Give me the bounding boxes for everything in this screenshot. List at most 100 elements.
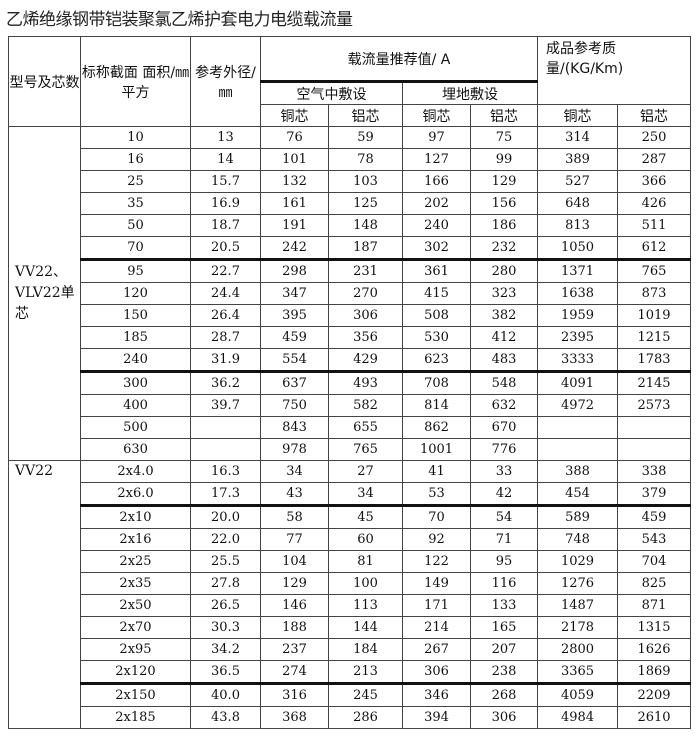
table-row: 2x150 40.0 316 245 346 268 4059 2209 <box>9 682 691 707</box>
air-copper-cell: 554 <box>260 348 329 372</box>
buried-aluminum-cell: 116 <box>470 572 538 595</box>
air-aluminum-cell: 81 <box>328 550 403 573</box>
weight-copper-cell: 454 <box>537 482 618 506</box>
buried-copper-cell: 267 <box>402 638 471 661</box>
air-aluminum-cell: 493 <box>328 370 403 395</box>
air-aluminum-cell: 582 <box>328 394 403 417</box>
section-cell: 2x150 <box>80 682 191 707</box>
air-aluminum-cell: 765 <box>328 438 403 461</box>
diameter-cell: 16.3 <box>190 460 261 483</box>
buried-aluminum-cell: 156 <box>470 192 538 215</box>
weight-aluminum-cell <box>617 438 691 461</box>
buried-copper-cell: 92 <box>402 528 471 551</box>
header-buried: 埋地敷设 <box>402 81 538 105</box>
air-aluminum-cell: 45 <box>328 504 403 529</box>
table-row: 2x16 22.0 77 60 92 71 748 543 <box>9 528 691 551</box>
buried-aluminum-cell: 670 <box>470 416 538 439</box>
section-cell: 2x10 <box>80 504 191 529</box>
diameter-cell: 18.7 <box>190 214 261 237</box>
diameter-cell: 14 <box>190 148 261 171</box>
weight-copper-cell: 589 <box>537 504 618 529</box>
air-copper-cell: 129 <box>260 572 329 595</box>
weight-copper-cell: 2800 <box>537 638 618 661</box>
air-aluminum-cell: 78 <box>328 148 403 171</box>
table-row: 50 18.7 191 148 240 186 813 511 <box>9 214 691 237</box>
table-row: VV22、VLV22单芯 10 13 76 59 97 75 314 250 <box>8 126 691 461</box>
diameter-cell: 20.0 <box>190 504 261 529</box>
air-aluminum-cell: 213 <box>328 660 403 684</box>
weight-aluminum-cell: 704 <box>617 550 691 573</box>
weight-copper-cell: 314 <box>537 126 618 149</box>
buried-copper-cell: 508 <box>402 304 471 327</box>
buried-copper-cell: 166 <box>402 170 471 193</box>
air-copper-cell: 161 <box>260 192 329 215</box>
diameter-cell: 22.7 <box>190 258 261 283</box>
air-copper-cell: 188 <box>260 616 329 639</box>
buried-copper-cell: 214 <box>402 616 471 639</box>
air-copper-cell: 58 <box>260 504 329 529</box>
diameter-cell: 26.5 <box>190 594 261 617</box>
table-row: 35 16.9 161 125 202 156 648 426 <box>9 192 691 215</box>
diameter-cell: 36.2 <box>190 370 261 395</box>
weight-copper-cell: 4984 <box>537 706 618 729</box>
buried-aluminum-cell: 483 <box>470 348 538 372</box>
weight-copper-cell: 1959 <box>537 304 618 327</box>
weight-aluminum-cell: 1315 <box>617 616 691 639</box>
weight-copper-cell: 4972 <box>537 394 618 417</box>
weight-aluminum-cell: 379 <box>617 482 691 506</box>
table-row: 70 20.5 242 187 302 232 1050 612 <box>9 236 691 260</box>
weight-aluminum-cell: 2573 <box>617 394 691 417</box>
air-copper-cell: 274 <box>260 660 329 684</box>
table-row: 2x185 43.8 368 286 394 306 4984 2610 <box>9 706 691 729</box>
weight-aluminum-cell: 873 <box>617 282 691 305</box>
buried-aluminum-cell: 99 <box>470 148 538 171</box>
buried-aluminum-cell: 382 <box>470 304 538 327</box>
table-row: 2x10 20.0 58 45 70 54 589 459 <box>9 504 691 529</box>
weight-copper-cell: 1029 <box>537 550 618 573</box>
table-row: 2x50 26.5 146 113 171 133 1487 871 <box>9 594 691 617</box>
diameter-cell: 39.7 <box>190 394 261 417</box>
weight-aluminum-cell: 1215 <box>617 326 691 349</box>
section-cell: 35 <box>80 192 191 215</box>
air-copper-cell: 395 <box>260 304 329 327</box>
weight-copper-cell: 813 <box>537 214 618 237</box>
weight-aluminum-cell: 765 <box>617 258 691 283</box>
buried-copper-cell: 814 <box>402 394 471 417</box>
table-row: 16 14 101 78 127 99 389 287 <box>9 148 691 171</box>
air-copper-cell: 77 <box>260 528 329 551</box>
buried-aluminum-cell: 776 <box>470 438 538 461</box>
diameter-cell: 26.4 <box>190 304 261 327</box>
table-row: 630 978 765 1001 776 <box>9 438 691 461</box>
buried-copper-cell: 302 <box>402 236 471 260</box>
buried-copper-cell: 862 <box>402 416 471 439</box>
weight-copper-cell: 527 <box>537 170 618 193</box>
air-aluminum-cell: 655 <box>328 416 403 439</box>
diameter-cell: 13 <box>190 126 261 149</box>
weight-copper-cell: 1487 <box>537 594 618 617</box>
weight-aluminum-cell: 459 <box>617 504 691 529</box>
air-aluminum-cell: 306 <box>328 304 403 327</box>
buried-aluminum-cell: 71 <box>470 528 538 551</box>
buried-copper-cell: 415 <box>402 282 471 305</box>
weight-aluminum-cell: 287 <box>617 148 691 171</box>
table-row: 2x120 36.5 274 213 306 238 3365 1869 <box>9 660 691 684</box>
air-aluminum-cell: 356 <box>328 326 403 349</box>
buried-copper-cell: 122 <box>402 550 471 573</box>
air-aluminum-cell: 187 <box>328 236 403 260</box>
weight-aluminum-cell: 426 <box>617 192 691 215</box>
section-cell: 240 <box>80 348 191 372</box>
air-copper-cell: 76 <box>260 126 329 149</box>
diameter-cell: 36.5 <box>190 660 261 684</box>
weight-copper-cell: 2395 <box>537 326 618 349</box>
section-cell: 185 <box>80 326 191 349</box>
buried-copper-cell: 623 <box>402 348 471 372</box>
air-copper-cell: 242 <box>260 236 329 260</box>
diameter-cell: 16.9 <box>190 192 261 215</box>
diameter-cell: 28.7 <box>190 326 261 349</box>
weight-aluminum-cell: 250 <box>617 126 691 149</box>
section-cell: 2x120 <box>80 660 191 684</box>
air-aluminum-cell: 184 <box>328 638 403 661</box>
buried-copper-cell: 70 <box>402 504 471 529</box>
weight-copper-cell: 648 <box>537 192 618 215</box>
diameter-cell: 20.5 <box>190 236 261 260</box>
